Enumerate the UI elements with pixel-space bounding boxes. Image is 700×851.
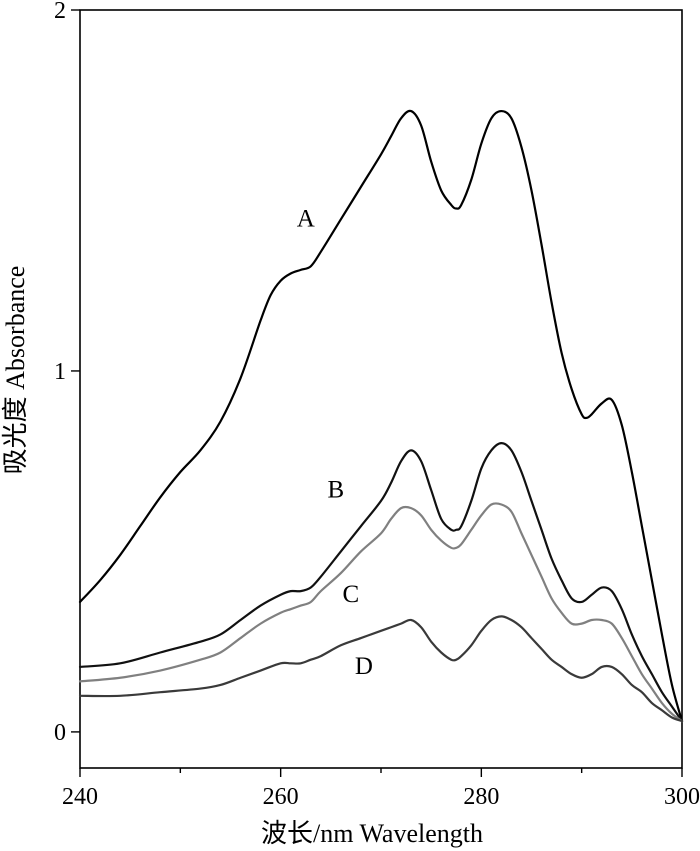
series-label-A: A <box>297 206 315 233</box>
series-label-D: D <box>355 653 373 680</box>
series-label-B: B <box>328 476 345 503</box>
x-axis-title: 波长/nm Wavelength <box>261 819 483 848</box>
plot-frame <box>79 9 683 769</box>
series-line-A <box>78 109 684 723</box>
y-tick-label-0: 0 <box>54 720 66 746</box>
axis-ticks <box>71 9 683 777</box>
series-line-B <box>78 442 684 723</box>
x-tick-label-300: 300 <box>664 784 700 810</box>
series-line-D <box>78 615 684 723</box>
tick-labels: 240 260 280 300 0 1 2 <box>54 0 700 810</box>
x-tick-label-240: 240 <box>62 784 98 810</box>
series-line-C <box>78 502 684 723</box>
x-tick-label-260: 260 <box>263 784 299 810</box>
y-tick-label-1: 1 <box>54 359 66 385</box>
x-tick-label-280: 280 <box>463 784 499 810</box>
y-axis-title: 吸光度 Absorbance <box>1 266 30 475</box>
y-tick-label-2: 2 <box>54 0 66 24</box>
series-label-C: C <box>343 581 360 608</box>
series-curves <box>78 109 684 723</box>
series-labels: A B C D <box>297 206 373 681</box>
